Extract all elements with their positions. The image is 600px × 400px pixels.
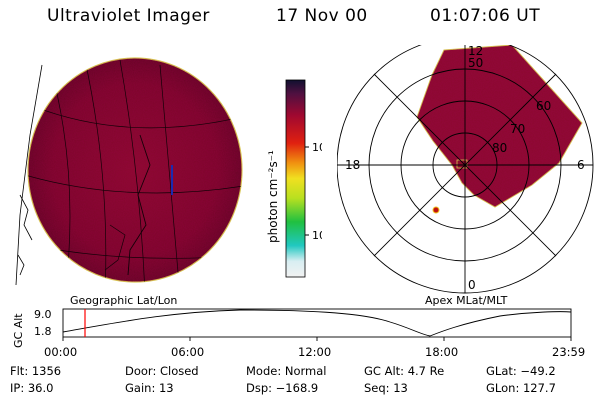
geographic-caption: Geographic Lat/Lon bbox=[70, 294, 178, 307]
colorbar-tick-100: 100 bbox=[312, 141, 322, 154]
geographic-image-panel bbox=[15, 57, 243, 286]
xtick-1800: 18:00 bbox=[425, 345, 458, 359]
altitude-curve bbox=[62, 309, 572, 337]
instrument-title: Ultraviolet Imager bbox=[47, 6, 210, 26]
gc-alt-info: GC Alt: 4.7 Re bbox=[364, 364, 445, 378]
door-info: Door: Closed bbox=[125, 364, 199, 378]
altitude-ylabel: GC Alt bbox=[12, 313, 25, 348]
mlt-label-12: 12 bbox=[468, 45, 483, 58]
colorbar-tick-10: 10 bbox=[312, 229, 322, 242]
colorbar: 100 10 photon cm⁻²s⁻¹ bbox=[266, 79, 322, 278]
glon-info: GLon: 127.7 bbox=[486, 381, 556, 395]
colorbar-gradient bbox=[285, 79, 306, 278]
gain-info: Gain: 13 bbox=[125, 381, 174, 395]
time-label: 01:07:06 UT bbox=[430, 6, 541, 26]
dsp-info: Dsp: −168.9 bbox=[246, 381, 319, 395]
apex-caption: Apex MLat/MLT bbox=[425, 294, 508, 307]
xtick-2359: 23:59 bbox=[552, 345, 585, 359]
xtick-0600: 06:00 bbox=[171, 345, 204, 359]
coastline bbox=[15, 64, 43, 286]
xtick-0000: 00:00 bbox=[44, 345, 77, 359]
date-label: 17 Nov 00 bbox=[276, 6, 368, 26]
colorbar-unit-label: photon cm⁻²s⁻¹ bbox=[266, 150, 280, 243]
polar-grid bbox=[337, 45, 594, 294]
xtick-1200: 12:00 bbox=[298, 345, 331, 359]
mlt-label-6: 6 bbox=[577, 158, 585, 172]
mlat-label-50: 50 bbox=[468, 56, 483, 70]
ip-info: IP: 36.0 bbox=[10, 381, 54, 395]
mlt-label-18: 18 bbox=[345, 158, 360, 172]
seq-info: Seq: 13 bbox=[364, 381, 408, 395]
glat-info: GLat: −49.2 bbox=[486, 364, 556, 378]
mlat-label-70: 70 bbox=[510, 122, 525, 136]
altitude-ytick-1.8: 1.8 bbox=[34, 325, 52, 338]
mode-info: Mode: Normal bbox=[246, 364, 327, 378]
altitude-frame bbox=[62, 308, 572, 338]
mlt-label-0: 0 bbox=[468, 278, 476, 292]
altitude-ytick-9: 9.0 bbox=[34, 308, 52, 321]
mlat-label-60: 60 bbox=[536, 99, 551, 113]
polar-plot: 50 60 70 80 12 18 6 0 bbox=[337, 45, 594, 294]
altitude-plot: GC Alt 9.0 1.8 00:00 06:00 12:00 18:00 2… bbox=[12, 308, 585, 359]
flt-info: Flt: 1356 bbox=[10, 364, 62, 378]
mlat-label-80: 80 bbox=[492, 141, 507, 155]
altitude-xticks bbox=[62, 337, 572, 341]
